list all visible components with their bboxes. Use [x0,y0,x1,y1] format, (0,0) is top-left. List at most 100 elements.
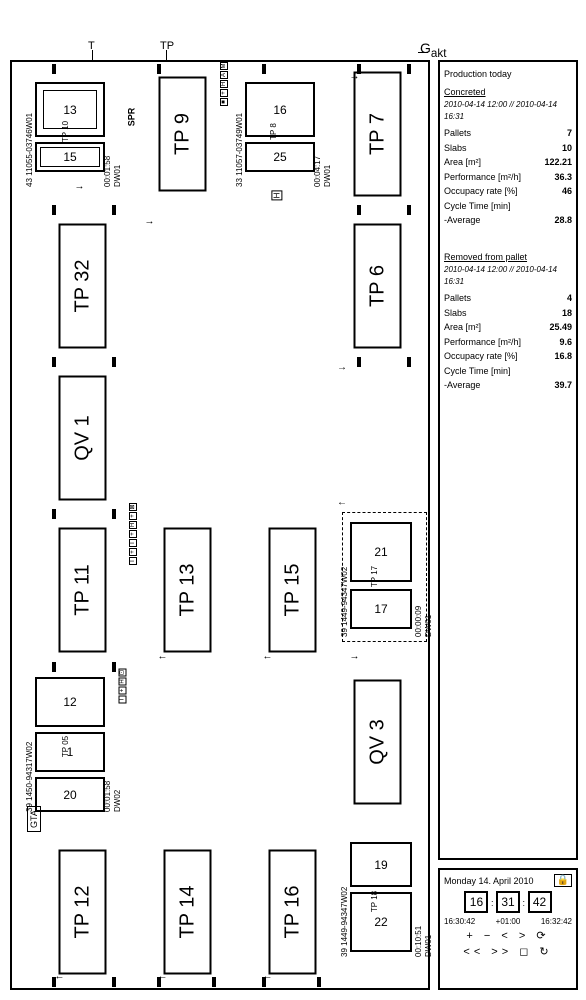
prod-row: Slabs18 [444,307,572,321]
pallet-slot-b[interactable]: 15 [35,142,105,172]
prod-row: Pallets7 [444,127,572,141]
pallet-time: 00:01:58 [103,156,112,187]
pallet-slot-b[interactable]: 17 [350,589,412,629]
pallet-tp-label: TP 10 [61,121,70,142]
station-tp6[interactable]: TP 6 [354,224,402,349]
pallet-slot-a[interactable]: 12 [35,677,105,727]
pallet-time: 00:04:17 [313,156,322,187]
pallet-dw: DW01 [424,935,433,957]
clock-s[interactable]: 42 [528,891,552,913]
pallet-tp-label: TP 05 [61,736,70,757]
pallet-val-b: 25 [273,150,286,164]
spr-label: SPR [126,108,136,127]
station-label: QV 1 [71,415,94,461]
arrow-icon: ↑ [262,655,273,660]
prod-row: Area [m²]25.49 [444,321,572,335]
lock-icon[interactable]: 🔒 [554,874,572,887]
arrow-icon: ↓ [74,185,85,190]
arrow-icon: ↓ [349,75,360,80]
h-icon: H [271,191,282,201]
station-tp11[interactable]: TP 11 [59,528,107,653]
clock-btns1[interactable]: + − < > ⟳ [444,929,572,942]
prod-date1: 2010-04-14 12:00 // 2010-04-14 16:31 [444,99,572,123]
station-tp16[interactable]: TP 16 [269,850,317,975]
pallet-dw: DW02 [113,790,122,812]
pallet-val-a: 19 [374,858,387,872]
pallet-tp18: 39 1449-94347W02 DW01 19 22 TP 18 00:10:… [342,837,432,957]
arrow-icon: ↑ [157,655,168,660]
pallet-time: 00:10:51 [414,926,423,957]
station-label: TP 13 [176,564,199,617]
station-qv3[interactable]: QV 3 [354,680,402,805]
pallet-dw: DW01 [323,165,332,187]
clock-m[interactable]: 31 [496,891,520,913]
gta-label: GTA [27,806,41,832]
prod-title: Production today [444,68,572,82]
station-label: TP 9 [171,113,194,155]
arrow-icon: → [337,362,347,373]
label-gakt-line [418,52,428,53]
clock-btns2[interactable]: << >> ◻ ↻ [444,945,572,958]
station-tp14[interactable]: TP 14 [164,850,212,975]
prod-row: Cycle Time [min] [444,365,572,379]
prod-row: -Average28.8 [444,214,572,228]
pallet-slot-a[interactable]: 21 [350,522,412,582]
pallet-code: 43 11055-03746W01 [25,113,34,187]
pallet-slot-a[interactable]: 19 [350,842,412,887]
clock-t2: 16:32:42 [541,917,572,926]
station-label: TP 15 [281,564,304,617]
pallet-tp05: 39 1450-94317W02 DW02 12 1 20 TP 05 00:0… [27,672,117,822]
pallet-slot-b[interactable]: 22 [350,892,412,952]
station-tp13[interactable]: TP 13 [164,528,212,653]
icon-row-tp9: ■+HAM [220,62,228,106]
arrow-icon: ↑ [54,975,65,980]
icon-row-tp05: T+H⊡ [119,669,127,704]
pallet-slot-a[interactable]: 16 [245,82,315,137]
pallet-dw: DW01 [113,165,122,187]
station-tp15[interactable]: TP 15 [269,528,317,653]
prod-concreted: Concreted [444,86,572,100]
pallet-val-a: 21 [374,545,387,559]
clock-t1: 16:30:42 [444,917,475,926]
pallet-tp-label: TP 17 [370,566,379,587]
pallet-code: 39 1450-94317W02 [25,742,34,812]
prod-removed: Removed from pallet [444,251,572,265]
station-tp9[interactable]: TP 9 [159,77,207,192]
prod-row: Pallets4 [444,292,572,306]
arrow-icon: ↑ [157,975,168,980]
clock-time: 16 : 31 : 42 [444,891,572,913]
pallet-slot-b[interactable]: 25 [245,142,315,172]
arrow-icon: ← [337,497,347,508]
pallet-tp-label: TP 18 [370,891,379,912]
station-tp7[interactable]: TP 7 [354,72,402,197]
arrow-icon: ↓ [349,655,360,660]
pallet-tp17: 39 1449-94347W02 DW01 21 17 TP 17 00:00:… [342,517,432,637]
prod-row: Slabs10 [444,142,572,156]
station-label: QV 3 [366,719,389,765]
pallet-tp8: 33 11057-03749W01 DW01 16 25 TP 8 00:04:… [237,72,327,192]
pallet-val-b: 17 [374,602,387,616]
station-label: TP 32 [71,260,94,313]
station-tp32[interactable]: TP 32 [59,224,107,349]
pallet-slot-c[interactable]: 20 [35,777,105,812]
pallet-val-a: 12 [63,695,76,709]
arrow-icon: ↑ [262,975,273,980]
factory-floor: SPR 43 11055-03746W01 DW01 13 15 TP 10 0… [10,60,430,990]
production-panel: Production today Concreted 2010-04-14 12… [438,60,578,860]
pallet-code: 39 1449-94347W02 [340,567,349,637]
pallet-code: 33 11057-03749W01 [235,113,244,187]
time-panel: Monday 14. April 2010 🔒 16 : 31 : 42 16:… [438,868,578,990]
prod-row: -Average39.7 [444,379,572,393]
station-label: TP 14 [176,886,199,939]
prod-row: Area [m²]122.21 [444,156,572,170]
clock-h[interactable]: 16 [464,891,488,913]
prod-row: Cycle Time [min] [444,200,572,214]
clock-day: Monday 14. April 2010 [444,876,534,886]
pallet-tp-label: TP 8 [269,123,278,140]
station-label: TP 11 [71,564,94,616]
station-tp12[interactable]: TP 12 [59,850,107,975]
station-qv1[interactable]: QV 1 [59,376,107,501]
label-gakt: Gakt [420,40,446,60]
pallet-tp10: 43 11055-03746W01 DW01 13 15 TP 10 00:01… [27,72,117,192]
arrow-icon: ↓ [144,220,155,225]
